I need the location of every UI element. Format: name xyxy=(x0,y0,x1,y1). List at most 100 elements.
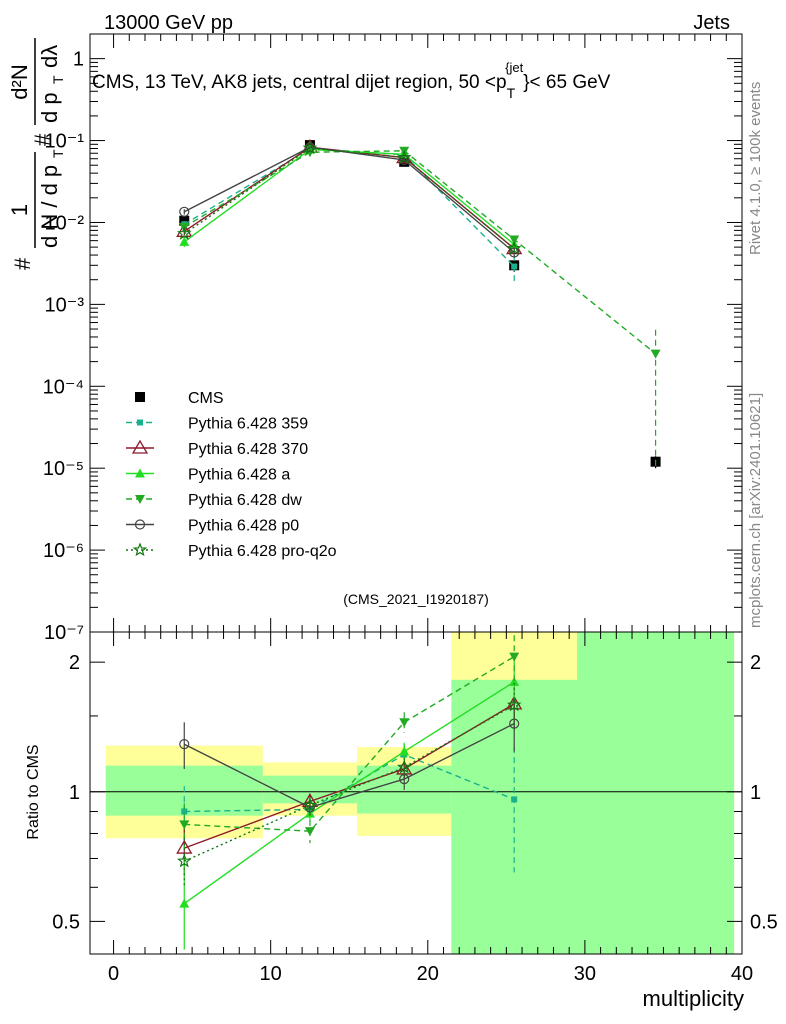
ratio-point xyxy=(506,697,522,712)
ratio-point xyxy=(181,808,188,815)
ratio-series-layer xyxy=(176,635,523,950)
data-point xyxy=(511,263,518,270)
ratio-point xyxy=(176,853,192,868)
ratio-point xyxy=(179,820,190,830)
data-point xyxy=(396,149,412,164)
series-pythia-6-428-p0 xyxy=(179,142,520,258)
ratio-ylabel: Ratio to CMS xyxy=(25,744,42,839)
main-ytick-label: 10⁻² xyxy=(45,212,85,234)
ratio-xtick-label: 20 xyxy=(417,963,439,985)
ratio-ytick-label-left: 2 xyxy=(69,652,80,674)
legend-label: Pythia 6.428 a xyxy=(188,467,290,484)
ratio-point xyxy=(399,718,410,728)
ratio-xtick-label: 30 xyxy=(574,963,596,985)
ratio-ytick-label-left: 0.5 xyxy=(52,911,80,933)
ratio-point xyxy=(399,746,410,756)
main-ytick-label: 10⁻⁶ xyxy=(43,540,84,562)
legend-marker xyxy=(134,519,146,530)
legend-label: Pythia 6.428 370 xyxy=(188,441,308,458)
header-right-label: Jets xyxy=(693,12,730,34)
title-sup: {jet xyxy=(505,60,523,75)
data-point xyxy=(302,140,318,155)
plot-title: CMS, 13 TeV, AK8 jets, central dijet reg… xyxy=(92,60,611,101)
main-ytick-label: 10⁻⁵ xyxy=(43,458,84,480)
data-point xyxy=(179,206,190,217)
series-line xyxy=(183,146,515,250)
data-point xyxy=(176,226,192,240)
header-left-label: 13000 GeV pp xyxy=(104,12,233,34)
legend-marker xyxy=(135,495,145,504)
legend-item: Pythia 6.428 370 xyxy=(126,439,308,458)
analysis-watermark: (CMS_2021_I1920187) xyxy=(343,591,489,607)
data-point xyxy=(179,236,190,246)
ylabel-dn: d N / d p xyxy=(37,165,62,248)
data-point xyxy=(650,349,661,359)
data-point xyxy=(399,154,410,166)
title-main: CMS, 13 TeV, AK8 jets, central dijet reg… xyxy=(92,72,507,93)
legend-label: CMS xyxy=(188,390,224,407)
title-end: }< 65 GeV xyxy=(523,72,610,93)
ratio-point xyxy=(509,676,520,686)
legend-label: Pythia 6.428 pro-q2o xyxy=(188,543,337,560)
main-ytick-label: 10⁻³ xyxy=(45,294,85,316)
ratio-ytick-label-right: 1 xyxy=(750,782,761,804)
legend-item: Pythia 6.428 dw xyxy=(126,492,302,509)
legend-label: Pythia 6.428 dw xyxy=(188,492,302,509)
legend-label: Pythia 6.428 359 xyxy=(188,416,308,433)
title-sub: T xyxy=(507,85,516,101)
ratio-ytick-label-left: 1 xyxy=(69,782,80,804)
ratio-point xyxy=(179,739,190,750)
data-point xyxy=(179,215,190,226)
legend-marker xyxy=(131,439,149,454)
series-pythia-6-428-359 xyxy=(181,145,518,284)
legend-marker xyxy=(132,542,148,557)
main-panel: 10⁻⁷ 10⁻⁶ 10⁻⁵ 10⁻⁴ 10⁻³ 10⁻² 10⁻¹ 1 xyxy=(43,33,743,644)
ratio-point xyxy=(509,652,520,662)
ratio-point xyxy=(396,759,412,774)
legend-marker xyxy=(137,419,143,426)
ratio-point xyxy=(179,898,190,908)
ratio-xtick-label: 40 xyxy=(731,963,753,985)
ratio-point xyxy=(304,827,315,837)
ratio-line xyxy=(183,722,515,809)
ratio-series-pythia-6-428-dw xyxy=(179,635,520,849)
series-pythia-6-428-pro-q2o xyxy=(176,140,522,255)
data-point xyxy=(506,240,522,255)
legend-item: CMS xyxy=(135,390,224,407)
series-line xyxy=(183,148,515,245)
data-point xyxy=(509,235,520,245)
legend-item: Pythia 6.428 pro-q2o xyxy=(126,542,337,560)
ylabel-t2: T xyxy=(50,75,66,84)
main-ylabel: # 1 d N / d p T # d²N d p T dλ xyxy=(7,38,66,270)
legend-marker xyxy=(135,468,145,478)
ratio-point xyxy=(176,839,193,854)
ylabel-dlambda: dλ xyxy=(37,45,62,68)
main-ytick-label: 10⁻⁷ xyxy=(44,622,84,644)
ylabel-hash1: # xyxy=(10,257,35,270)
mcplots-label: mcplots.cern.ch [arXiv:2401.10621] xyxy=(747,393,764,628)
ratio-series-pythia-6-428-pro-q2o xyxy=(176,682,522,888)
ratio-panel: 0 10 20 30 40 0.5 0.5 1 1 2 2 xyxy=(52,631,778,985)
ratio-plot-frame xyxy=(89,631,743,955)
legend-item: Pythia 6.428 359 xyxy=(126,416,308,433)
main-ytick-label: 1 xyxy=(73,49,84,71)
legend: CMS Pythia 6.428 359 Pythia 6.428 370 Pythi… xyxy=(126,390,337,560)
ratio-point xyxy=(511,796,518,803)
ratio-ytick-label-right: 0.5 xyxy=(750,911,778,933)
data-point xyxy=(509,247,520,258)
ratio-xtick-label: 0 xyxy=(108,963,119,985)
ratio-xlabel: multiplicity xyxy=(643,986,744,1011)
legend-item: Pythia 6.428 p0 xyxy=(126,518,299,535)
main-ytick-label: 10⁻⁴ xyxy=(43,376,84,398)
main-ytick-label: 10⁻¹ xyxy=(45,131,85,153)
ylabel-dpt: d p xyxy=(37,92,62,123)
ratio-xtick-label: 10 xyxy=(260,963,282,985)
series-line xyxy=(183,146,515,254)
ylabel-hash2: # xyxy=(30,133,55,146)
legend-label: Pythia 6.428 p0 xyxy=(188,518,299,535)
legend-item: Pythia 6.428 a xyxy=(126,467,290,484)
main-axis-ticks: 10⁻⁷ 10⁻⁶ 10⁻⁵ 10⁻⁴ 10⁻³ 10⁻² 10⁻¹ 1 xyxy=(43,33,743,644)
ratio-line xyxy=(184,655,515,832)
main-series-layer xyxy=(176,138,661,469)
